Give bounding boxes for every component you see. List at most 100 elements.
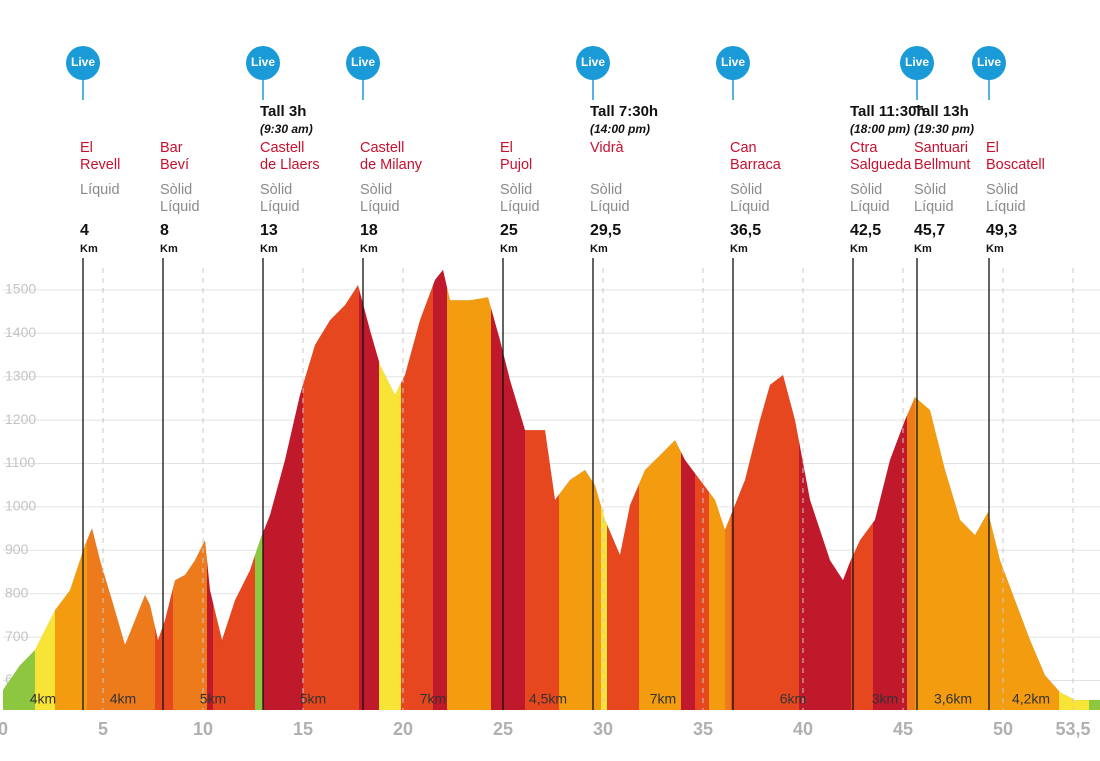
slope-segment [907, 269, 916, 710]
live-badge [346, 46, 380, 80]
checkpoint-km: 29,5 [590, 222, 621, 239]
slope-segment [873, 269, 908, 710]
x-tick-label: 30 [593, 719, 613, 739]
y-tick-label: 1100 [5, 454, 35, 470]
slope-segment [915, 269, 1060, 710]
live-label: Live [977, 55, 1001, 69]
interval-label: 6km [780, 691, 806, 707]
interval-label: 7km [420, 691, 446, 707]
slope-segment [851, 269, 874, 710]
slope-segment [491, 269, 526, 710]
checkpoint-name: Vidrà [590, 140, 625, 156]
slope-segment [731, 269, 800, 710]
x-tick-label: 53,5 [1055, 719, 1090, 739]
interval-label: 5km [200, 691, 226, 707]
slope-segment [87, 269, 156, 710]
checkpoint-name: El [500, 140, 513, 156]
supply-label: Líquid [360, 199, 400, 215]
live-badge [900, 46, 934, 80]
x-tick-label: 25 [493, 719, 513, 739]
y-tick-label: 1400 [5, 324, 36, 340]
cutoff-label: Tall 13h [914, 103, 969, 120]
km-unit: Km [260, 243, 278, 255]
checkpoint-name: Barraca [730, 157, 782, 173]
y-tick-label: 1500 [5, 281, 36, 297]
interval-label: 4,5km [529, 691, 567, 707]
y-tick-label: 1000 [5, 498, 36, 514]
km-unit: Km [914, 243, 932, 255]
y-tick-label: 800 [5, 584, 29, 600]
km-unit: Km [80, 243, 98, 255]
x-tick-label: 20 [393, 719, 413, 739]
y-tick-label: 1300 [5, 367, 36, 383]
slope-segment [447, 269, 492, 710]
supply-label: Líquid [730, 199, 770, 215]
checkpoint-name: El [80, 140, 93, 156]
checkpoint-km: 25 [500, 222, 518, 239]
km-unit: Km [500, 243, 518, 255]
checkpoint-name: Bellmunt [914, 157, 970, 173]
cutoff-label: Tall 11:30h [850, 103, 926, 120]
x-tick-label: 50 [993, 719, 1013, 739]
profile-segments [3, 269, 1100, 710]
slope-segment [1089, 269, 1100, 710]
cutoff-label: Tall 7:30h [590, 103, 658, 120]
slope-segment [255, 269, 264, 710]
live-label: Live [721, 55, 745, 69]
slope-segment [213, 269, 256, 710]
supply-label: Sòlid [160, 182, 192, 198]
slope-segment [35, 269, 56, 710]
interval-label: 5km [300, 691, 326, 707]
checkpoint-name: Ctra [850, 140, 878, 156]
supply-label: Sòlid [590, 182, 622, 198]
x-tick-label: 40 [793, 719, 813, 739]
live-badge [246, 46, 280, 80]
x-tick-label: 5 [98, 719, 108, 739]
km-unit: Km [730, 243, 748, 255]
slope-segment [1059, 269, 1090, 710]
elevation-profile [2, 269, 1100, 701]
checkpoint-name: Bar [160, 140, 183, 156]
supply-label: Líquid [850, 199, 890, 215]
slope-segment [601, 269, 608, 710]
checkpoint-name: Pujol [500, 157, 532, 173]
checkpoint-km: 42,5 [850, 222, 881, 239]
live-label: Live [905, 55, 929, 69]
slope-segment [173, 269, 208, 710]
km-unit: Km [850, 243, 868, 255]
km-unit: Km [360, 243, 378, 255]
x-tick-label: 0 [0, 719, 8, 739]
interval-label: 3,6km [934, 691, 972, 707]
supply-label: Líquid [80, 182, 120, 198]
checkpoint-name: Can [730, 140, 757, 156]
supply-label: Líquid [260, 199, 300, 215]
slope-segment [359, 269, 380, 710]
y-tick-label: 1200 [5, 411, 36, 427]
slope-segment [263, 269, 304, 710]
cutoff-time: (19:30 pm) [914, 122, 974, 136]
checkpoint-km: 18 [360, 222, 378, 239]
cutoff-label: Tall 3h [260, 103, 306, 120]
slope-segment [681, 269, 696, 710]
checkpoint-km: 8 [160, 222, 169, 239]
live-label: Live [251, 55, 275, 69]
supply-label: Líquid [590, 199, 630, 215]
checkpoint-name: Salgueda [850, 157, 912, 173]
x-tick-label: 10 [193, 719, 213, 739]
x-tick-label: 35 [693, 719, 713, 739]
live-badge [66, 46, 100, 80]
y-tick-label: 700 [5, 628, 29, 644]
km-unit: Km [160, 243, 178, 255]
x-tick-label: 45 [893, 719, 913, 739]
slope-segment [559, 269, 602, 710]
interval-label: 7km [650, 691, 676, 707]
checkpoint-name: Santuari [914, 140, 968, 156]
slope-segment [709, 269, 726, 710]
x-tick-label: 15 [293, 719, 313, 739]
checkpoint-km: 49,3 [986, 222, 1017, 239]
supply-label: Sòlid [850, 182, 882, 198]
slope-segment [607, 269, 640, 710]
slope-segment [725, 269, 732, 710]
checkpoint-name: Castell [360, 140, 404, 156]
